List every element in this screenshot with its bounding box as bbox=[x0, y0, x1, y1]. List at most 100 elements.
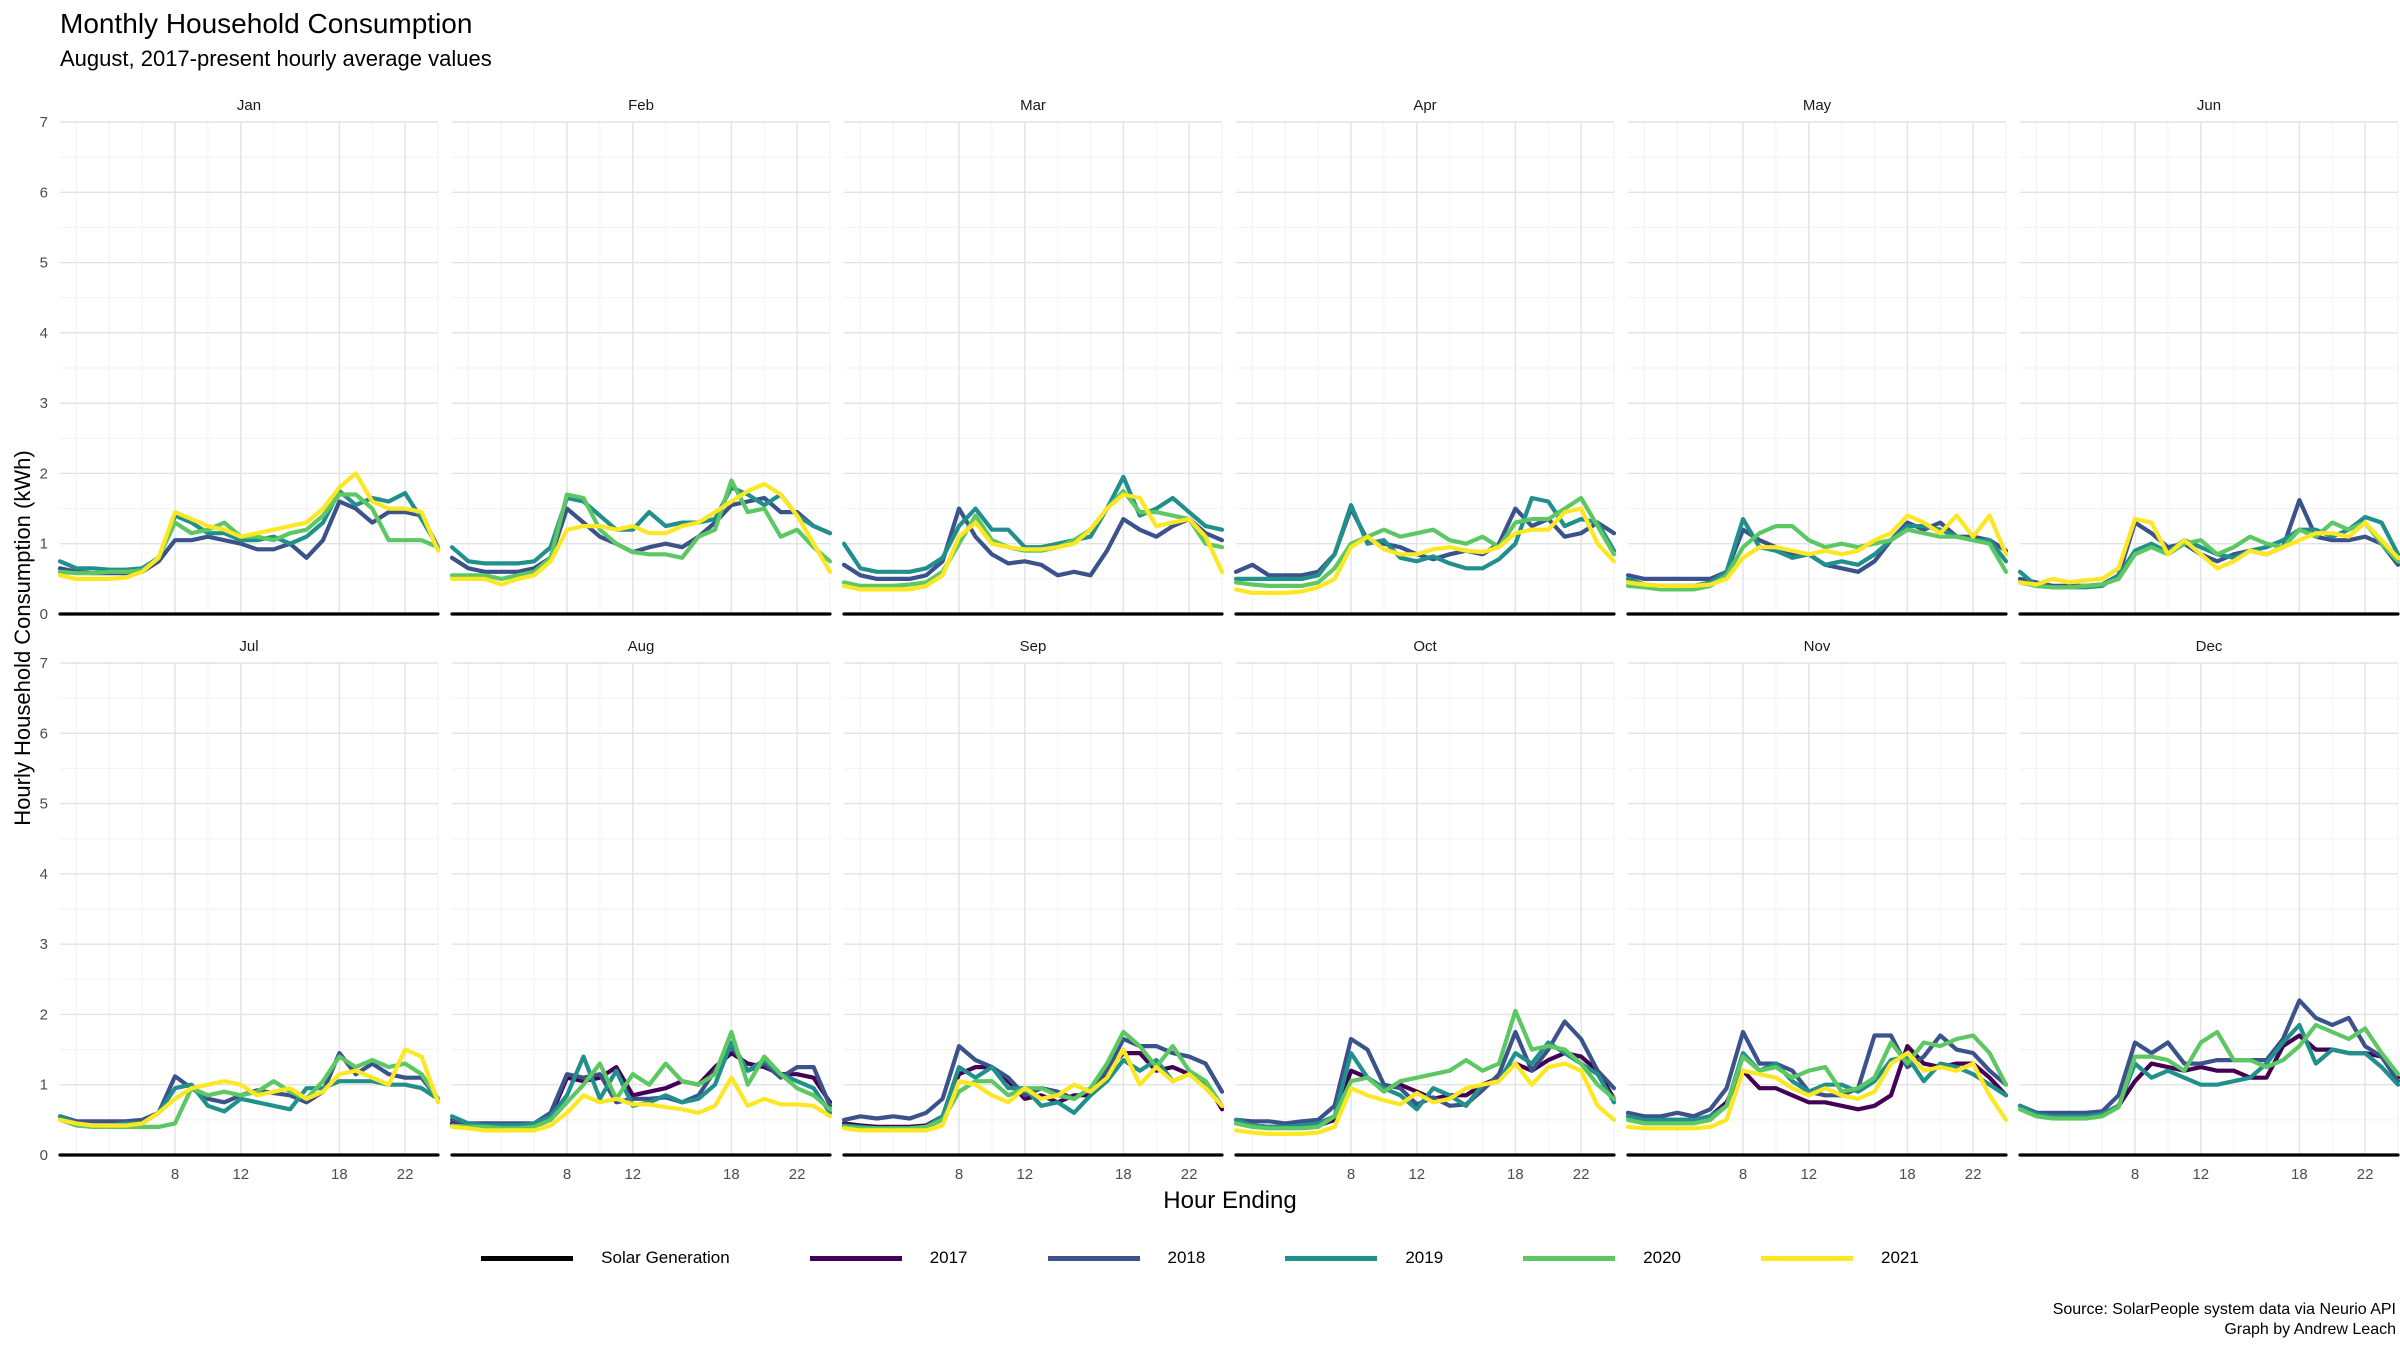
x-tick-label: 18 bbox=[331, 1166, 348, 1183]
y-tick-label: 1 bbox=[40, 1077, 48, 1094]
series-line-2020 bbox=[2017, 520, 2400, 590]
x-tick-label: 12 bbox=[1408, 1166, 1425, 1183]
x-tick-label: 22 bbox=[1965, 1166, 1982, 1183]
facet-label-jan: Jan bbox=[237, 97, 261, 114]
caption-credit: Graph by Andrew Leach bbox=[2224, 1321, 2396, 1338]
legend-item-solar-generation: Solar Generation bbox=[481, 1248, 730, 1268]
x-tick-label: 18 bbox=[2291, 1166, 2308, 1183]
y-tick-label: 0 bbox=[40, 1147, 48, 1164]
facet-label-nov: Nov bbox=[1804, 638, 1831, 655]
series-line-2018 bbox=[2017, 998, 2400, 1115]
y-tick-label: 0 bbox=[40, 606, 48, 623]
series-line-2021 bbox=[57, 1047, 441, 1128]
legend-item-2018: 2018 bbox=[1047, 1248, 1205, 1268]
series-line-2021 bbox=[57, 471, 441, 582]
series-line-2021 bbox=[449, 481, 833, 587]
series-line-2019 bbox=[2017, 1022, 2400, 1119]
series-line-2020 bbox=[841, 1029, 1225, 1131]
y-tick-label: 4 bbox=[40, 866, 48, 883]
x-tick-label: 18 bbox=[1507, 1166, 1524, 1183]
y-tick-label: 6 bbox=[40, 725, 48, 742]
series-line-2021 bbox=[1233, 1061, 1617, 1137]
series-line-2019 bbox=[449, 1040, 833, 1128]
series-line-2020 bbox=[1233, 495, 1617, 589]
x-tick-label: 18 bbox=[1899, 1166, 1916, 1183]
y-tick-label: 5 bbox=[40, 796, 48, 813]
facet-label-oct: Oct bbox=[1413, 638, 1437, 655]
facet-label-jun: Jun bbox=[2197, 97, 2221, 114]
series-line-2018 bbox=[2017, 498, 2400, 589]
series-line-2021 bbox=[2017, 516, 2400, 587]
facet-label-feb: Feb bbox=[628, 97, 654, 114]
x-tick-label: 8 bbox=[2131, 1166, 2139, 1183]
x-tick-label: 8 bbox=[1347, 1166, 1355, 1183]
x-tick-label: 22 bbox=[2357, 1166, 2374, 1183]
series-line-2019 bbox=[1625, 1050, 2009, 1123]
legend-label: 2021 bbox=[1881, 1248, 1919, 1267]
series-line-2020 bbox=[1233, 1008, 1617, 1131]
x-tick-label: 22 bbox=[397, 1166, 414, 1183]
series-line-2021 bbox=[1625, 1050, 2009, 1131]
y-tick-label: 3 bbox=[40, 936, 48, 953]
legend-label: 2019 bbox=[1405, 1248, 1444, 1267]
x-tick-label: 8 bbox=[563, 1166, 571, 1183]
legend-swatch bbox=[481, 1255, 574, 1261]
x-tick-label: 12 bbox=[1016, 1166, 1033, 1183]
chart-subtitle: August, 2017-present hourly average valu… bbox=[60, 46, 492, 71]
legend-item-2021: 2021 bbox=[1761, 1248, 1919, 1268]
series-line-2020 bbox=[2017, 1022, 2400, 1121]
series-line-2021 bbox=[1233, 506, 1617, 596]
series-line-2020 bbox=[1625, 523, 2009, 592]
legend-swatch bbox=[1523, 1255, 1616, 1261]
facet-label-dec: Dec bbox=[2196, 638, 2223, 655]
legend-swatch bbox=[1285, 1255, 1378, 1261]
series-line-2020 bbox=[1625, 1033, 2009, 1126]
series-line-2021 bbox=[1625, 513, 2009, 589]
x-tick-label: 18 bbox=[1115, 1166, 1132, 1183]
y-tick-label: 2 bbox=[40, 465, 48, 482]
x-tick-label: 8 bbox=[955, 1166, 963, 1183]
series-line-2018 bbox=[841, 1036, 1225, 1123]
caption-source: Source: SolarPeople system data via Neur… bbox=[2052, 1301, 2396, 1318]
legend-item-2019: 2019 bbox=[1285, 1248, 1443, 1268]
series-line-2018 bbox=[1233, 1019, 1617, 1126]
series-line-2020 bbox=[449, 478, 833, 582]
legend-label: Solar Generation bbox=[601, 1248, 730, 1267]
y-tick-label: 4 bbox=[40, 325, 48, 342]
legend-swatch bbox=[1047, 1255, 1140, 1261]
x-tick-label: 12 bbox=[2192, 1166, 2209, 1183]
series-line-2021 bbox=[841, 1047, 1225, 1133]
facet-label-sep: Sep bbox=[1020, 638, 1047, 655]
series-line-2018 bbox=[841, 506, 1225, 582]
x-tick-label: 8 bbox=[171, 1166, 179, 1183]
x-tick-label: 22 bbox=[789, 1166, 806, 1183]
y-tick-label: 3 bbox=[40, 395, 48, 412]
legend-label: 2017 bbox=[929, 1248, 968, 1267]
y-tick-label: 1 bbox=[40, 536, 48, 553]
chart-title: Monthly Household Consumption bbox=[60, 8, 473, 39]
series-line-2018 bbox=[449, 495, 833, 574]
x-axis-title: Hour Ending bbox=[1163, 1187, 1296, 1214]
legend: Solar Generation 2017 2018 2019 2020 2021 bbox=[0, 1248, 2400, 1268]
x-tick-label: 12 bbox=[624, 1166, 641, 1183]
legend-swatch bbox=[809, 1255, 902, 1261]
y-tick-label: 5 bbox=[40, 255, 48, 272]
y-tick-label: 6 bbox=[40, 184, 48, 201]
legend-swatch bbox=[1761, 1255, 1853, 1261]
legend-item-2017: 2017 bbox=[809, 1248, 968, 1268]
y-axis-title: Hourly Household Consumption (kWh) bbox=[10, 450, 35, 825]
facet-label-jul: Jul bbox=[239, 638, 258, 655]
facet-label-mar: Mar bbox=[1020, 97, 1046, 114]
series-line-2021 bbox=[449, 1075, 833, 1133]
legend-label: 2020 bbox=[1643, 1248, 1681, 1267]
y-tick-label: 2 bbox=[40, 1006, 48, 1023]
y-tick-label: 7 bbox=[40, 114, 48, 131]
x-tick-label: 22 bbox=[1181, 1166, 1198, 1183]
series-line-2017 bbox=[1625, 1043, 2009, 1123]
caption: Source: SolarPeople system data via Neur… bbox=[2053, 1300, 2396, 1340]
facet-label-apr: Apr bbox=[1413, 97, 1436, 114]
series-line-2019 bbox=[1233, 495, 1617, 582]
x-tick-label: 12 bbox=[232, 1166, 249, 1183]
legend-item-2020: 2020 bbox=[1523, 1248, 1681, 1268]
